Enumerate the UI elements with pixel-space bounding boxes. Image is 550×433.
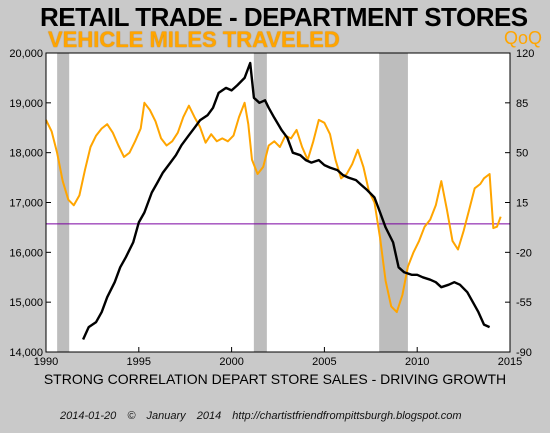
footer-month: January [146,410,186,422]
recession-band [57,53,70,352]
left-axis-tick-label: 18,000 [9,148,43,160]
right-axis-tick-label: -20 [516,247,532,259]
x-axis-tick-label: 2015 [498,356,522,368]
right-axis-tick-label: 85 [516,98,528,110]
retail-series-line [82,61,491,340]
right-axis-tick-label: 50 [516,148,528,160]
vmt-series-line [45,101,502,314]
x-axis-tick-label: 2000 [219,356,243,368]
recession-band [253,53,267,352]
chart-subtitle: VEHICLE MILES TRAVELED [48,27,340,52]
left-axis-tick-label: 14,000 [9,347,43,359]
footer-url[interactable]: http://chartistfriendfrompittsburgh.blog… [232,410,462,422]
left-axis-tick-label: 15,000 [9,297,43,309]
left-axis-tick-label: 16,000 [9,247,43,259]
footer-date: 2014-01-20 [60,410,117,422]
left-axis-tick-label: 17,000 [9,198,43,210]
footer-copyright: © [127,410,136,422]
left-axis-tick-label: 20,000 [9,48,43,60]
chart-caption: STRONG CORRELATION DEPART STORE SALES - … [43,371,507,387]
right-axis-tick-label: -90 [516,347,532,359]
footer-year: 2014 [196,410,222,422]
plot-area [46,53,510,352]
right-axis-tick-label: 120 [516,48,534,60]
x-axis-tick-label: 2005 [312,356,336,368]
right-axis-tick-label: -55 [516,297,532,309]
x-axis-tick-label: 2010 [405,356,429,368]
footer: 2014-01-20 © January 2014 http://chartis… [60,410,470,422]
left-axis-tick-label: 19,000 [9,98,43,110]
x-axis-tick-label: 1990 [34,356,58,368]
recession-band [379,53,408,352]
chart-title: RETAIL TRADE - DEPARTMENT STORES [40,2,528,32]
right-axis-tick-label: 15 [516,198,528,210]
x-axis-tick-label: 1995 [127,356,151,368]
right-axis-tag: QoQ [503,28,542,48]
